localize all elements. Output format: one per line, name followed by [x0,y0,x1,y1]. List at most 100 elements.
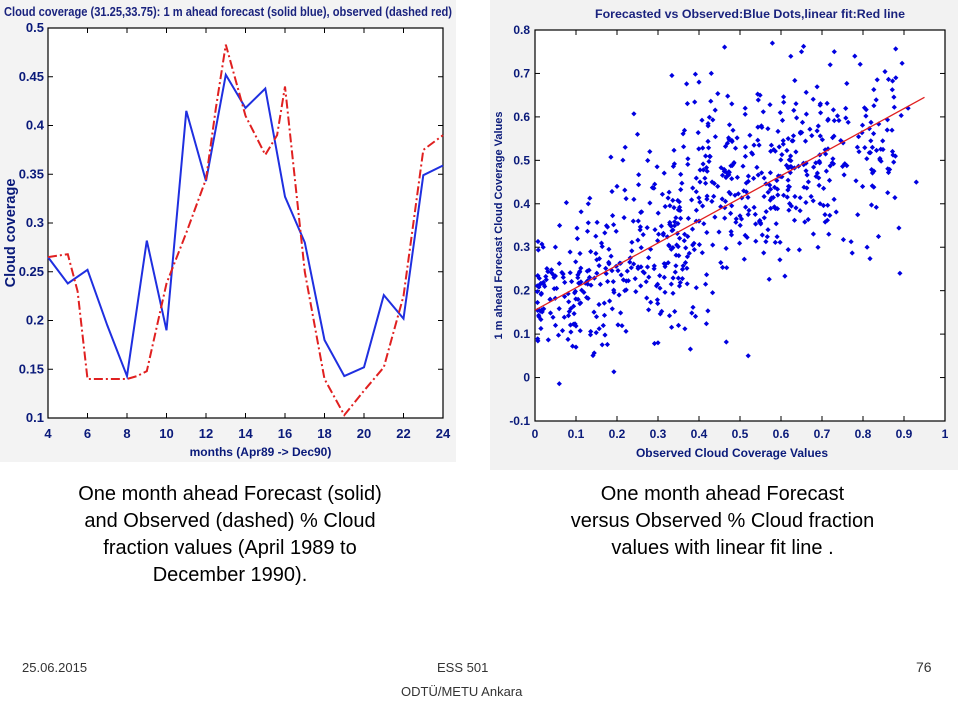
data-point [679,266,686,272]
data-point [813,160,819,166]
x-tick-label: 14 [238,426,253,441]
data-point [893,75,899,81]
data-point [575,296,581,302]
data-point [816,158,822,164]
data-point [788,158,794,164]
data-point [827,62,833,68]
y-tick-label: 0.4 [513,197,530,211]
data-point [781,99,787,105]
data-point [842,161,848,167]
data-point [843,105,849,111]
data-point [887,166,893,173]
y-tick-label: 0.2 [513,284,530,298]
data-point [809,133,815,139]
observed-series-line [47,44,444,417]
data-point [781,192,787,198]
data-point [732,145,739,151]
data-point [584,228,591,234]
data-point [678,171,684,177]
data-point [892,195,898,201]
data-point [675,197,681,204]
data-point [723,174,729,181]
data-point [780,141,786,147]
data-point [786,184,792,190]
data-point [816,175,822,181]
data-point [831,118,837,124]
data-point [614,183,620,189]
x-tick-label: 4 [44,426,52,441]
data-point [885,190,891,196]
data-point [598,240,605,246]
data-point [801,43,807,49]
data-point [743,180,749,186]
data-point [745,211,751,218]
data-point [843,115,849,121]
data-point [716,229,722,235]
data-point [552,322,559,328]
data-point [618,272,624,278]
y-tick-label: 0.3 [26,215,44,230]
data-point [731,160,737,167]
data-point [689,226,696,232]
data-point [683,245,689,251]
data-point [810,96,816,102]
data-point [540,244,546,250]
data-point [636,172,642,178]
left-chart-caption: One month ahead Forecast (solid) and Obs… [78,483,382,586]
data-point [615,268,621,274]
data-point [722,198,729,204]
data-point [791,217,798,223]
data-point [845,119,851,125]
data-point [758,221,764,227]
data-point [789,164,795,171]
x-tick-label: 16 [278,426,292,441]
data-point [686,250,692,256]
data-point [751,204,757,210]
data-point [891,159,897,165]
data-point [836,117,842,124]
data-point [719,196,725,202]
data-point [793,101,799,107]
data-point [678,187,684,193]
data-point [787,201,793,207]
x-tick-label: 0.2 [609,427,626,441]
data-point [827,163,833,169]
data-point [753,221,759,227]
data-point [753,238,759,244]
data-point [682,260,689,266]
data-point [740,163,746,169]
data-point [784,147,790,154]
data-point [873,97,879,103]
data-point [817,201,823,207]
data-point [892,153,898,159]
data-point [600,322,606,329]
data-point [796,247,802,253]
data-point [854,144,860,150]
data-point [705,138,711,144]
data-point [708,98,714,104]
data-point [720,264,726,270]
data-point [811,164,817,170]
data-point [817,133,823,139]
data-point [704,229,710,236]
data-point [794,115,800,121]
data-point [548,270,555,276]
data-point [673,252,679,258]
data-point [864,244,870,250]
data-point [666,313,673,319]
data-point [726,172,732,178]
data-point [685,233,691,240]
data-point [807,126,813,132]
data-point [588,328,594,335]
data-point [831,196,837,202]
data-point [779,117,786,123]
data-point [693,218,699,224]
data-point [756,219,762,225]
data-point [737,222,743,228]
data-point [593,233,599,239]
data-point [871,131,877,137]
data-point [723,339,729,345]
data-point [803,199,809,206]
data-point [873,147,880,153]
data-point [768,148,774,154]
